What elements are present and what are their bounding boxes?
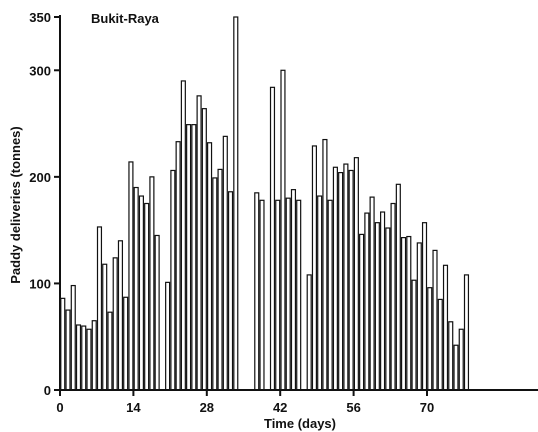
bar-day-42 [280, 69, 286, 391]
bar-day-57 [359, 233, 365, 391]
bar-day-25 [191, 124, 197, 391]
y-tick-label: 100 [29, 276, 51, 291]
bar-day-47 [306, 274, 312, 391]
bar-day-69 [421, 222, 428, 391]
bar-day-27 [201, 108, 207, 391]
bar-day-45 [296, 199, 302, 391]
bar-day-40 [269, 86, 276, 391]
bar-day-55 [348, 169, 354, 391]
bar-day-66 [406, 235, 412, 391]
bar-day-56 [353, 157, 359, 391]
x-tick-label: 56 [346, 400, 360, 415]
bar-day-63 [390, 202, 396, 391]
bar-day-4 [81, 325, 87, 391]
y-tick-label: 350 [29, 10, 51, 25]
bar-day-15 [138, 195, 144, 391]
bar-day-41 [275, 199, 281, 391]
bar-day-71 [432, 249, 438, 391]
x-axis-ticks: 0 14 28 42 56 70 [56, 390, 434, 415]
x-tick-label: 70 [420, 400, 434, 415]
x-axis-label: Time (days) [264, 416, 336, 431]
y-tick-label: 300 [29, 63, 51, 78]
bar-day-48 [311, 145, 318, 391]
bar-day-70 [427, 287, 433, 391]
bar-day-31 [222, 135, 228, 391]
bar-day-10 [112, 257, 118, 391]
bar-day-38 [259, 199, 265, 391]
bar-day-23 [180, 80, 186, 391]
bar-day-2 [70, 284, 76, 391]
bar-day-62 [385, 227, 391, 391]
bar-day-53 [338, 171, 344, 391]
bar-day-11 [117, 240, 124, 391]
bar-day-18 [154, 234, 160, 391]
bar-day-74 [448, 321, 454, 391]
bars-group [60, 16, 470, 391]
bar-day-30 [217, 168, 223, 391]
bar-day-60 [374, 222, 380, 391]
bar-day-54 [343, 163, 349, 391]
bar-day-44 [290, 189, 297, 391]
bar-day-58 [364, 212, 370, 391]
x-tick-label: 42 [273, 400, 287, 415]
bar-day-73 [442, 264, 449, 391]
y-tick-label: 0 [44, 383, 51, 398]
bar-day-7 [96, 226, 103, 391]
bar-day-28 [207, 142, 213, 391]
bar-day-3 [75, 324, 82, 391]
bar-day-17 [149, 176, 155, 391]
bar-day-32 [227, 191, 234, 391]
bar-day-16 [144, 202, 150, 391]
bar-day-1 [65, 309, 71, 391]
y-axis-ticks: 0 100 200 300 350 [29, 10, 60, 398]
bar-day-9 [107, 311, 113, 391]
bar-day-26 [196, 95, 202, 391]
bar-day-49 [317, 195, 323, 391]
y-tick-label: 200 [29, 170, 51, 185]
x-tick-label: 28 [200, 400, 214, 415]
bar-day-64 [395, 183, 401, 391]
bar-day-72 [437, 298, 443, 391]
x-tick-label: 14 [126, 400, 141, 415]
bar-day-22 [175, 141, 181, 391]
bar-day-24 [186, 124, 192, 391]
bar-day-50 [322, 138, 328, 391]
bar-day-75 [453, 344, 459, 391]
bar-day-51 [327, 199, 333, 391]
bar-day-77 [463, 274, 470, 391]
bar-day-29 [212, 177, 218, 391]
bar-day-33 [233, 16, 239, 391]
bar-day-13 [128, 161, 134, 391]
bar-day-65 [400, 237, 407, 391]
chart-title: Bukit-Raya [91, 11, 160, 26]
y-axis-label: Paddy deliveries (tonnes) [8, 126, 23, 284]
bar-day-37 [254, 192, 260, 391]
bar-day-52 [332, 166, 338, 391]
bar-day-12 [123, 296, 129, 391]
bar-day-5 [86, 328, 92, 391]
bar-day-14 [133, 186, 139, 391]
bar-day-21 [170, 169, 176, 391]
bar-day-0 [60, 297, 66, 391]
bar-day-43 [285, 197, 291, 391]
bar-day-68 [416, 242, 422, 391]
bar-day-67 [411, 279, 417, 391]
bar-day-61 [380, 211, 386, 391]
x-tick-label: 0 [56, 400, 63, 415]
bar-day-59 [369, 196, 375, 391]
bar-day-76 [458, 328, 464, 391]
bar-day-8 [102, 263, 108, 391]
bar-day-6 [91, 320, 97, 391]
bar-day-20 [165, 281, 171, 391]
